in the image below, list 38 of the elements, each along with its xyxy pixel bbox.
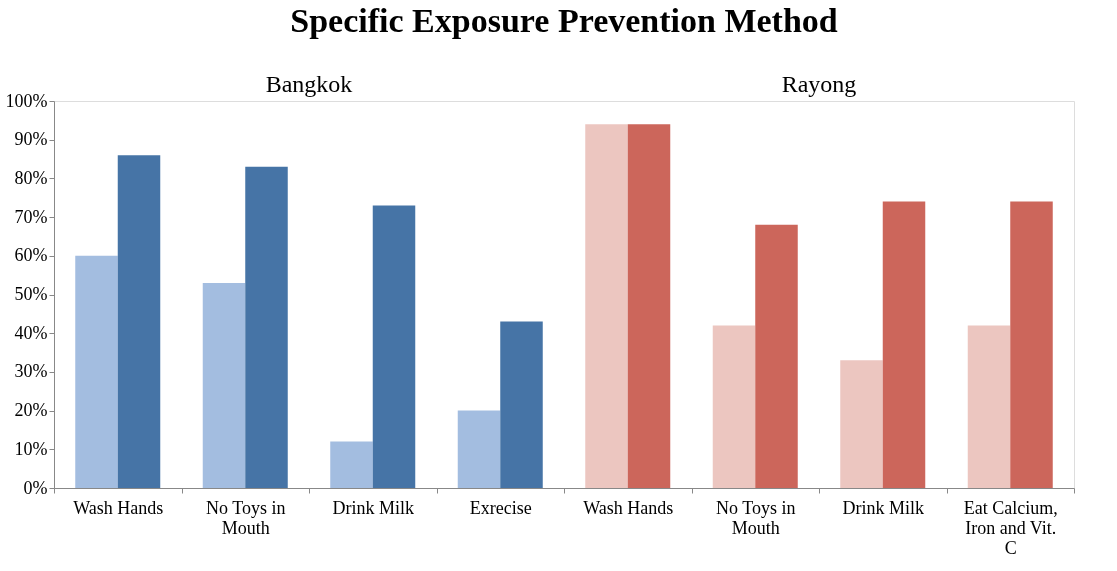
y-tick-label: 50% bbox=[14, 284, 48, 304]
bar bbox=[202, 282, 246, 488]
y-tick-label: 30% bbox=[14, 361, 48, 382]
bar bbox=[330, 441, 373, 488]
bar bbox=[840, 360, 883, 488]
bar bbox=[755, 224, 798, 488]
text: Bangkok bbox=[265, 71, 353, 97]
y-tick-label: 100% bbox=[5, 90, 48, 111]
bar bbox=[117, 155, 161, 488]
x-tick-label: Drink Milk bbox=[842, 497, 925, 518]
x-tick-label: No Toys in Mouth bbox=[206, 497, 286, 538]
bar bbox=[75, 255, 118, 488]
bar bbox=[500, 321, 543, 488]
text: Rayong bbox=[781, 71, 857, 97]
y-tick-label: 80% bbox=[14, 167, 48, 188]
chart-title: Specific Exposure Prevention Method bbox=[290, 2, 838, 39]
y-tick-label: 40% bbox=[14, 322, 48, 343]
x-tick-label: Drink Milk bbox=[332, 497, 415, 518]
x-tick-label: Wash Hands bbox=[73, 497, 164, 518]
bar bbox=[1010, 201, 1053, 488]
bar bbox=[967, 325, 1011, 488]
y-tick-label: 70% bbox=[14, 206, 48, 227]
y-tick-label: 0% bbox=[23, 477, 48, 498]
y-tick-label: 90% bbox=[14, 129, 48, 150]
bar bbox=[712, 325, 756, 488]
x-tick-label: Wash Hands bbox=[583, 497, 674, 518]
y-tick-label: 20% bbox=[14, 400, 48, 421]
x-tick-label: Exrecise bbox=[469, 497, 532, 518]
x-tick-label: No Toys in Mouth bbox=[716, 497, 796, 538]
bar bbox=[585, 124, 628, 488]
bar bbox=[882, 201, 926, 488]
bar bbox=[245, 166, 288, 488]
y-tick-label: 10% bbox=[14, 438, 48, 459]
x-tick-label: Eat Calcium, Iron and Vit. C bbox=[963, 497, 1058, 558]
bar bbox=[457, 410, 501, 488]
y-tick-label: 60% bbox=[14, 245, 48, 266]
bar bbox=[372, 205, 416, 488]
bar bbox=[627, 124, 671, 488]
